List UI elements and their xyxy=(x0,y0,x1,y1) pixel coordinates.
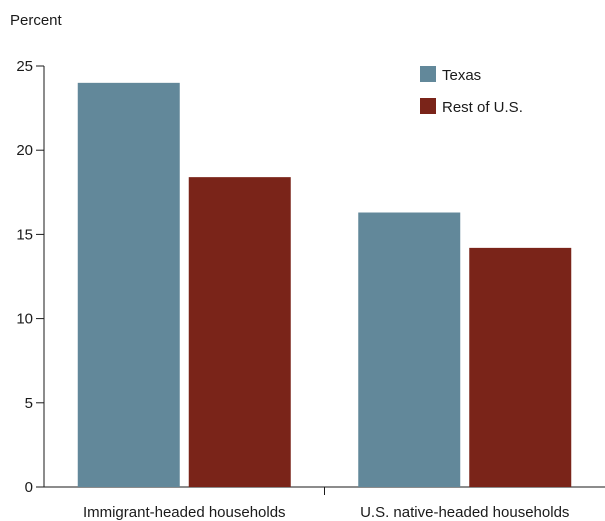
legend-label: Rest of U.S. xyxy=(442,99,523,116)
bar-rest-of-u-s-2 xyxy=(469,247,572,487)
legend-swatch xyxy=(420,98,436,114)
x-category-label: Immigrant-headed households xyxy=(83,504,286,521)
y-tick-label: 25 xyxy=(16,58,33,75)
axes: 0 5 10 15 20 25 Immigrant-headed households U.S… xyxy=(16,58,605,521)
y-tick-label: 20 xyxy=(16,142,33,159)
y-tick-label: 0 xyxy=(25,479,33,496)
bar-rest-of-u-s-1 xyxy=(188,177,291,488)
y-tick-label: 5 xyxy=(25,395,33,412)
y-tick-label: 15 xyxy=(16,226,33,243)
y-axis-label: Percent xyxy=(10,12,63,29)
bar-texas-1 xyxy=(77,82,180,487)
legend: Texas Rest of U.S. xyxy=(420,66,523,116)
x-category-label: U.S. native-headed households xyxy=(360,504,569,521)
bars xyxy=(77,82,572,488)
bar-texas-2 xyxy=(358,212,461,487)
y-tick-label: 10 xyxy=(16,311,33,328)
legend-swatch xyxy=(420,66,436,82)
legend-label: Texas xyxy=(442,67,481,84)
